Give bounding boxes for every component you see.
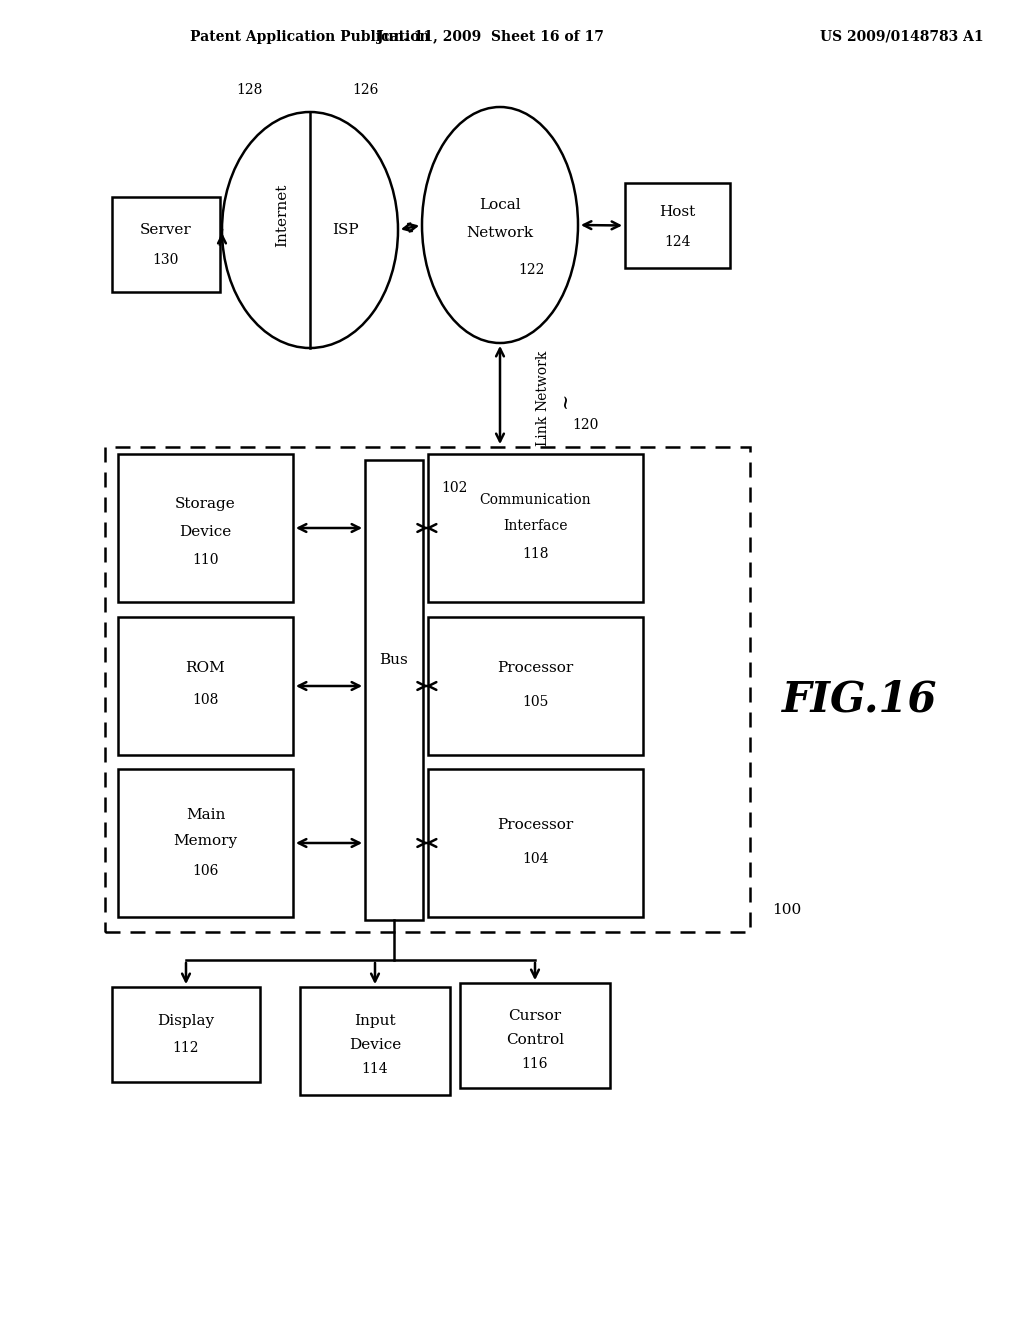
Text: Network: Network <box>467 226 534 240</box>
Text: Server: Server <box>140 223 191 238</box>
Text: 106: 106 <box>193 865 219 878</box>
Text: 114: 114 <box>361 1063 388 1076</box>
Ellipse shape <box>422 107 578 343</box>
Text: 105: 105 <box>522 696 549 709</box>
Text: Patent Application Publication: Patent Application Publication <box>190 30 430 44</box>
Text: ROM: ROM <box>185 661 225 675</box>
Bar <box>300 987 450 1096</box>
Text: Processor: Processor <box>498 818 573 832</box>
Text: 124: 124 <box>665 235 691 248</box>
Text: Communication: Communication <box>479 492 591 507</box>
Bar <box>118 770 293 917</box>
Text: Display: Display <box>158 1014 215 1027</box>
Bar <box>428 770 643 917</box>
Text: 110: 110 <box>193 553 219 568</box>
Text: 130: 130 <box>153 253 179 268</box>
Text: Interface: Interface <box>503 519 567 533</box>
Text: Device: Device <box>349 1038 401 1052</box>
Text: Local: Local <box>479 198 521 213</box>
Text: 108: 108 <box>193 693 219 708</box>
Text: Link: Link <box>535 414 549 446</box>
Text: 128: 128 <box>237 83 263 96</box>
Text: 116: 116 <box>522 1056 548 1071</box>
Text: Memory: Memory <box>173 834 238 847</box>
Text: ~: ~ <box>556 392 574 408</box>
Text: ISP: ISP <box>332 223 358 238</box>
Text: 112: 112 <box>173 1041 200 1056</box>
Text: 122: 122 <box>518 263 545 277</box>
Bar <box>428 454 643 602</box>
Text: Device: Device <box>179 525 231 539</box>
Text: US 2009/0148783 A1: US 2009/0148783 A1 <box>820 30 984 44</box>
Ellipse shape <box>222 112 398 348</box>
Text: 104: 104 <box>522 851 549 866</box>
Text: Network: Network <box>535 350 549 411</box>
Bar <box>460 983 610 1088</box>
Text: 100: 100 <box>772 903 801 917</box>
Text: 118: 118 <box>522 546 549 561</box>
Bar <box>428 616 643 755</box>
Text: 120: 120 <box>571 418 598 432</box>
Text: Input: Input <box>354 1014 396 1028</box>
Text: Cursor: Cursor <box>509 1008 561 1023</box>
Text: Bus: Bus <box>380 653 409 667</box>
Bar <box>105 447 750 932</box>
Text: Internet: Internet <box>275 183 289 247</box>
Text: FIG.16: FIG.16 <box>782 678 938 721</box>
Bar <box>112 197 220 292</box>
Text: Main: Main <box>185 808 225 822</box>
Bar <box>118 454 293 602</box>
Text: Processor: Processor <box>498 661 573 675</box>
Text: Host: Host <box>659 205 695 219</box>
Text: 126: 126 <box>352 83 378 96</box>
Text: Storage: Storage <box>175 498 236 511</box>
Bar <box>118 616 293 755</box>
Bar <box>112 987 260 1082</box>
Text: 102: 102 <box>441 480 467 495</box>
Bar <box>365 459 423 920</box>
Bar <box>625 183 730 268</box>
Text: Control: Control <box>506 1032 564 1047</box>
Text: Jun. 11, 2009  Sheet 16 of 17: Jun. 11, 2009 Sheet 16 of 17 <box>377 30 603 44</box>
